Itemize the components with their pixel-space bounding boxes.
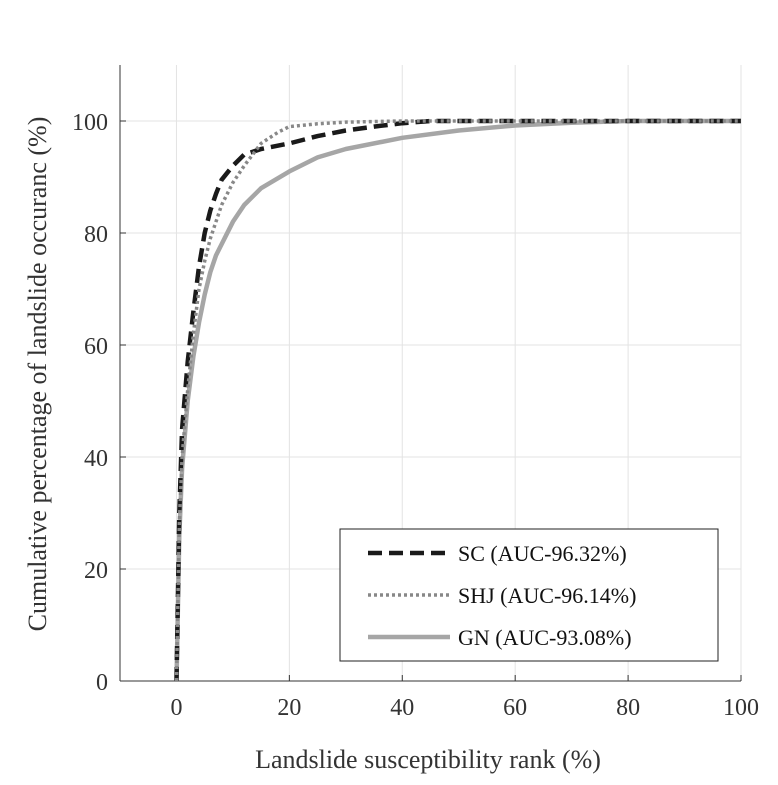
y-tick-label: 100 — [72, 110, 108, 136]
tick-labels: 0 20 40 60 80 100 0 20 40 60 80 100 — [72, 110, 759, 721]
grid-lines — [120, 65, 742, 682]
legend: SC (AUC-96.32%) SHJ (AUC-96.14%) GN (AUC-9… — [339, 528, 719, 662]
series-line-1 — [174, 119, 741, 682]
x-tick-label: 20 — [277, 695, 301, 721]
y-tick-label: 80 — [84, 222, 108, 248]
x-tick-label: 40 — [390, 695, 414, 721]
legend-label-1: SHJ (AUC-96.14%) — [458, 583, 636, 608]
axes — [119, 65, 742, 682]
y-axis-label: Cumulative percentage of landslide occur… — [23, 117, 52, 632]
y-tick-label: 20 — [84, 558, 108, 584]
y-tick-label: 40 — [84, 446, 108, 472]
legend-label-2: GN (AUC-93.08%) — [458, 625, 632, 650]
x-tick-label: 80 — [616, 695, 640, 721]
y-tick-label: 0 — [96, 670, 108, 696]
y-tick-label: 60 — [84, 334, 108, 360]
series-line-0 — [174, 118, 741, 682]
series-lines — [174, 118, 741, 682]
x-tick-label: 0 — [170, 695, 182, 721]
legend-label-0: SC (AUC-96.32%) — [458, 541, 627, 566]
x-axis-label: Landslide susceptibility rank (%) — [255, 745, 601, 774]
x-tick-label: 60 — [503, 695, 527, 721]
x-tick-label: 100 — [723, 695, 759, 721]
